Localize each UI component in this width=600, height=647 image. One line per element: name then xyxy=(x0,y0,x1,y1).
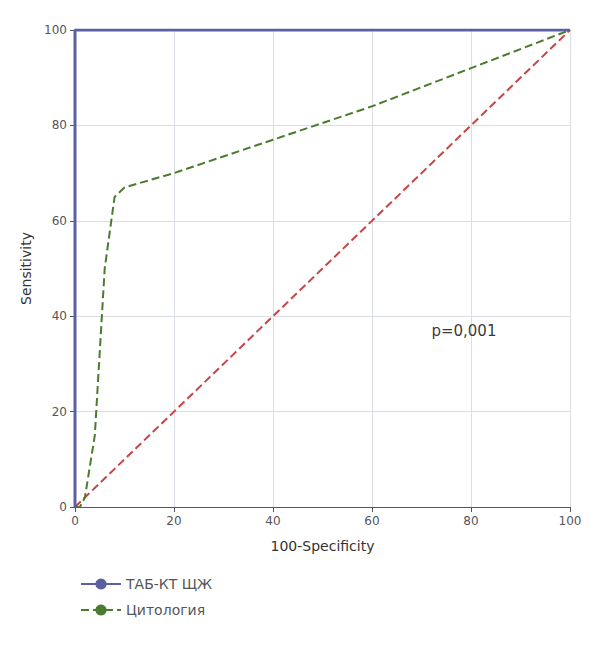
svg-text:ТАБ-КТ ЩЖ: ТАБ-КТ ЩЖ xyxy=(125,576,212,592)
svg-text:100-Specificity: 100-Specificity xyxy=(271,538,375,554)
svg-text:40: 40 xyxy=(265,514,280,528)
svg-text:80: 80 xyxy=(52,118,67,132)
svg-text:100: 100 xyxy=(559,514,582,528)
svg-text:20: 20 xyxy=(166,514,181,528)
svg-text:0: 0 xyxy=(59,500,67,514)
svg-text:Sensitivity: Sensitivity xyxy=(18,232,34,305)
svg-text:0: 0 xyxy=(71,514,79,528)
svg-text:80: 80 xyxy=(463,514,478,528)
svg-text:Цитология: Цитология xyxy=(126,602,205,618)
svg-text:40: 40 xyxy=(52,309,67,323)
svg-text:60: 60 xyxy=(52,214,67,228)
svg-text:20: 20 xyxy=(52,405,67,419)
svg-text:100: 100 xyxy=(44,23,67,37)
svg-text:p=0,001: p=0,001 xyxy=(431,322,496,340)
svg-text:60: 60 xyxy=(364,514,379,528)
